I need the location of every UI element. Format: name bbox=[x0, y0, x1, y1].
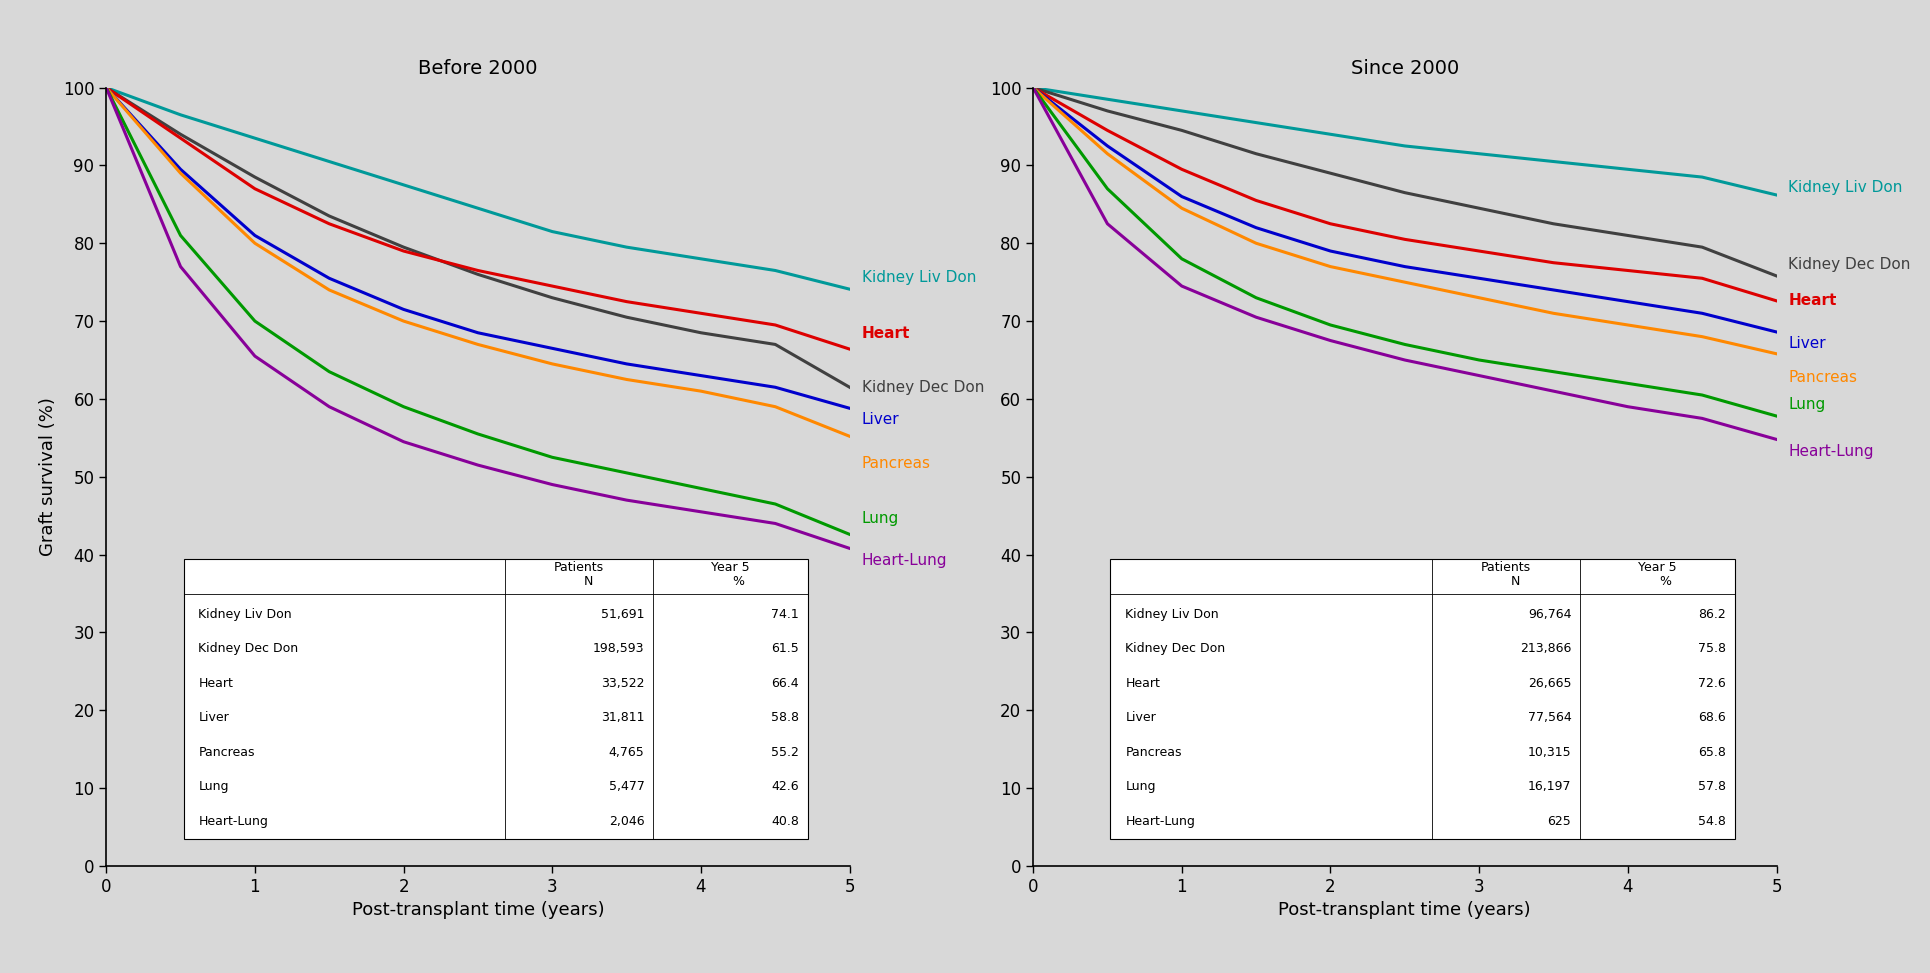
Text: Liver: Liver bbox=[199, 711, 230, 724]
Text: Patients
     N: Patients N bbox=[554, 560, 604, 588]
Text: 96,764: 96,764 bbox=[1527, 608, 1571, 621]
Text: 4,765: 4,765 bbox=[608, 745, 645, 759]
Text: 74.1: 74.1 bbox=[770, 608, 799, 621]
Text: 42.6: 42.6 bbox=[772, 780, 799, 793]
Text: 58.8: 58.8 bbox=[770, 711, 799, 724]
Text: 198,593: 198,593 bbox=[593, 642, 645, 655]
Text: Kidney Liv Don: Kidney Liv Don bbox=[199, 608, 291, 621]
Text: 5,477: 5,477 bbox=[608, 780, 645, 793]
Text: 213,866: 213,866 bbox=[1519, 642, 1571, 655]
Text: Kidney Dec Don: Kidney Dec Don bbox=[199, 642, 299, 655]
Text: Year 5
    %: Year 5 % bbox=[710, 560, 749, 588]
Text: Pancreas: Pancreas bbox=[199, 745, 255, 759]
Text: Kidney Dec Don: Kidney Dec Don bbox=[861, 379, 984, 395]
Text: Heart-Lung: Heart-Lung bbox=[861, 553, 946, 567]
Bar bbox=[1110, 559, 1733, 839]
Text: Kidney Dec Don: Kidney Dec Don bbox=[1125, 642, 1226, 655]
Text: 33,522: 33,522 bbox=[600, 676, 645, 690]
Text: Heart: Heart bbox=[199, 676, 234, 690]
Title: Before 2000: Before 2000 bbox=[419, 58, 537, 78]
Text: Lung: Lung bbox=[861, 511, 897, 526]
Text: 68.6: 68.6 bbox=[1696, 711, 1725, 724]
Text: 77,564: 77,564 bbox=[1527, 711, 1571, 724]
Y-axis label: Graft survival (%): Graft survival (%) bbox=[39, 397, 58, 557]
Text: 65.8: 65.8 bbox=[1696, 745, 1725, 759]
Text: 2,046: 2,046 bbox=[608, 814, 645, 828]
Text: Kidney Dec Don: Kidney Dec Don bbox=[1787, 257, 1911, 271]
Text: 31,811: 31,811 bbox=[600, 711, 645, 724]
Text: Heart-Lung: Heart-Lung bbox=[199, 814, 268, 828]
Text: Liver: Liver bbox=[861, 413, 899, 427]
X-axis label: Post-transplant time (years): Post-transplant time (years) bbox=[1278, 901, 1530, 919]
Text: 51,691: 51,691 bbox=[600, 608, 645, 621]
Text: 72.6: 72.6 bbox=[1696, 676, 1725, 690]
Text: Heart-Lung: Heart-Lung bbox=[1787, 444, 1872, 458]
Text: Pancreas: Pancreas bbox=[1125, 745, 1181, 759]
Text: Kidney Liv Don: Kidney Liv Don bbox=[1787, 180, 1901, 195]
Text: 86.2: 86.2 bbox=[1696, 608, 1725, 621]
Text: 10,315: 10,315 bbox=[1527, 745, 1571, 759]
Title: Since 2000: Since 2000 bbox=[1349, 58, 1459, 78]
Text: Pancreas: Pancreas bbox=[861, 456, 930, 471]
Text: 57.8: 57.8 bbox=[1696, 780, 1725, 793]
Text: Lung: Lung bbox=[1787, 397, 1824, 412]
Text: 75.8: 75.8 bbox=[1696, 642, 1725, 655]
Text: 54.8: 54.8 bbox=[1696, 814, 1725, 828]
Text: Liver: Liver bbox=[1787, 336, 1826, 351]
Text: 625: 625 bbox=[1546, 814, 1571, 828]
Text: Heart: Heart bbox=[1787, 293, 1835, 308]
Text: Lung: Lung bbox=[1125, 780, 1156, 793]
Text: Lung: Lung bbox=[199, 780, 230, 793]
Bar bbox=[183, 559, 807, 839]
Text: Kidney Liv Don: Kidney Liv Don bbox=[861, 270, 975, 285]
Text: Pancreas: Pancreas bbox=[1787, 370, 1857, 384]
Text: Heart-Lung: Heart-Lung bbox=[1125, 814, 1195, 828]
Text: 66.4: 66.4 bbox=[772, 676, 799, 690]
Text: Year 5
    %: Year 5 % bbox=[1637, 560, 1675, 588]
Text: Heart: Heart bbox=[861, 326, 909, 342]
Text: 16,197: 16,197 bbox=[1527, 780, 1571, 793]
Text: Liver: Liver bbox=[1125, 711, 1156, 724]
Text: Kidney Liv Don: Kidney Liv Don bbox=[1125, 608, 1218, 621]
Text: 61.5: 61.5 bbox=[770, 642, 799, 655]
Text: 55.2: 55.2 bbox=[770, 745, 799, 759]
Text: 26,665: 26,665 bbox=[1527, 676, 1571, 690]
Text: Heart: Heart bbox=[1125, 676, 1160, 690]
Text: 40.8: 40.8 bbox=[770, 814, 799, 828]
Text: Patients
     N: Patients N bbox=[1480, 560, 1530, 588]
X-axis label: Post-transplant time (years): Post-transplant time (years) bbox=[351, 901, 604, 919]
